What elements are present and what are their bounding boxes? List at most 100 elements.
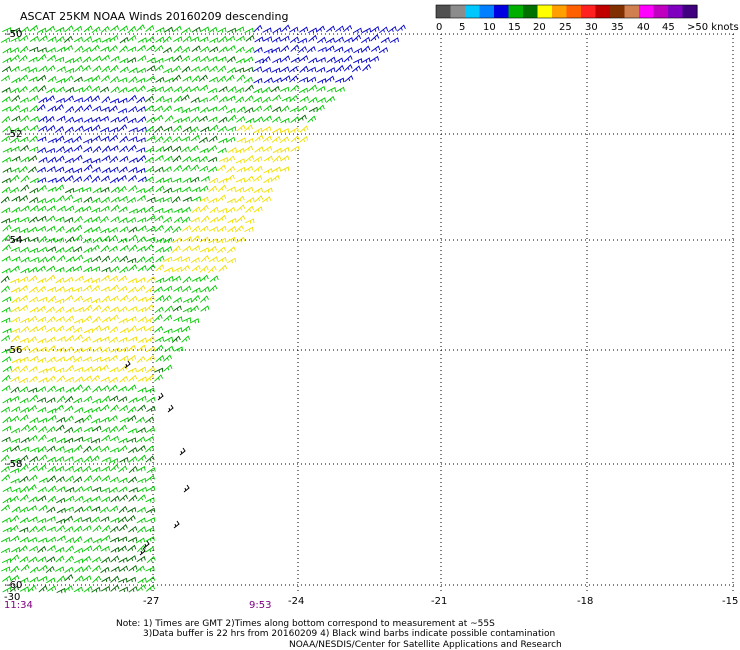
wind-barb bbox=[263, 168, 273, 174]
wind-barb bbox=[10, 226, 21, 233]
wind-barb bbox=[56, 46, 66, 53]
wind-barb bbox=[128, 397, 138, 404]
wind-barb bbox=[172, 305, 182, 312]
wind-barb bbox=[137, 176, 147, 183]
wind-barb bbox=[243, 66, 254, 73]
wind-barb bbox=[19, 337, 29, 343]
wind-barb bbox=[226, 67, 237, 74]
wind-barb bbox=[119, 355, 129, 362]
wind-barb bbox=[37, 357, 47, 363]
wind-barb bbox=[351, 65, 361, 73]
wind-barb bbox=[181, 325, 191, 333]
wind-barb bbox=[218, 104, 228, 112]
wind-barb bbox=[199, 185, 209, 193]
legend-swatch bbox=[479, 5, 495, 18]
wind-barb bbox=[181, 335, 191, 343]
wind-barb bbox=[10, 445, 20, 452]
wind-barb bbox=[171, 335, 181, 343]
wind-barb bbox=[110, 216, 120, 223]
wind-barb bbox=[20, 256, 30, 263]
wind-barb bbox=[90, 44, 100, 52]
wind-barb bbox=[378, 47, 389, 54]
wind-barb bbox=[137, 44, 147, 52]
wind-barb bbox=[136, 427, 146, 433]
speed-legend: 0 5 10 15 20 25 30 35 40 45 >50 knots bbox=[435, 4, 739, 33]
wind-barb bbox=[46, 237, 56, 243]
wind-barb bbox=[118, 477, 128, 483]
lat-labels: -50 -52 -54 -56 -58 -60 bbox=[6, 29, 22, 591]
wind-barb bbox=[92, 486, 102, 492]
wind-barb bbox=[28, 365, 38, 373]
wind-barb bbox=[136, 167, 146, 174]
wind-barb bbox=[155, 355, 165, 363]
wind-barb bbox=[145, 485, 156, 492]
wind-barb bbox=[83, 545, 93, 552]
wind-barb bbox=[163, 86, 174, 93]
wind-barb bbox=[218, 116, 228, 123]
wind-barb bbox=[47, 177, 57, 183]
wind-barb bbox=[145, 35, 155, 43]
wind-barb bbox=[144, 95, 154, 103]
wind-barb bbox=[181, 216, 191, 224]
wind-barb bbox=[288, 66, 298, 73]
wind-barb bbox=[190, 245, 201, 252]
wind-barb bbox=[45, 565, 55, 574]
wind-barb bbox=[200, 305, 210, 312]
wind-barb bbox=[254, 36, 264, 43]
wind-barb bbox=[316, 66, 326, 73]
wind-barb bbox=[1, 306, 11, 313]
wind-barb bbox=[154, 86, 165, 92]
wind-barb bbox=[100, 126, 110, 133]
wind-barb bbox=[83, 257, 93, 263]
wind-barb bbox=[2, 47, 12, 54]
wind-barb bbox=[263, 177, 273, 184]
contaminated-wind-barb bbox=[124, 360, 131, 369]
wind-barb bbox=[100, 54, 110, 62]
wind-barb bbox=[74, 64, 84, 73]
wind-barb bbox=[63, 35, 73, 43]
wind-barb bbox=[137, 387, 147, 393]
wind-barb bbox=[127, 344, 137, 352]
contaminated-wind-barb bbox=[139, 547, 146, 556]
wind-barb bbox=[172, 145, 182, 153]
wind-barb bbox=[308, 96, 318, 104]
wind-barb bbox=[19, 144, 29, 152]
wind-barb bbox=[91, 398, 102, 404]
wind-barb bbox=[207, 166, 218, 173]
wind-barb bbox=[19, 125, 29, 133]
wind-barb bbox=[199, 36, 209, 42]
wind-barb bbox=[137, 37, 147, 43]
wind-barb bbox=[2, 147, 12, 153]
wind-barb bbox=[253, 46, 263, 53]
wind-barb bbox=[64, 286, 74, 293]
wind-barb bbox=[65, 325, 75, 332]
wind-barb bbox=[28, 496, 38, 503]
wind-barb bbox=[101, 295, 111, 303]
wind-barb bbox=[91, 226, 101, 233]
wind-barb bbox=[217, 207, 228, 214]
wind-barb bbox=[91, 565, 101, 572]
wind-barb bbox=[173, 316, 183, 322]
legend-label-30: 30 bbox=[585, 22, 598, 33]
wind-barb bbox=[101, 434, 111, 442]
wind-barb bbox=[189, 318, 200, 324]
wind-barb bbox=[154, 325, 164, 333]
wind-barb bbox=[19, 414, 29, 422]
wind-barb bbox=[154, 125, 164, 133]
wind-barb bbox=[36, 305, 46, 313]
wind-barb bbox=[298, 105, 308, 112]
wind-barb bbox=[11, 296, 21, 304]
wind-barb bbox=[92, 304, 102, 312]
wind-barb bbox=[37, 486, 47, 493]
wind-barb bbox=[37, 316, 47, 323]
wind-barb bbox=[118, 396, 128, 403]
wind-barb bbox=[200, 215, 210, 223]
wind-barb bbox=[272, 127, 282, 134]
wind-barb bbox=[109, 166, 119, 173]
wind-barb bbox=[64, 525, 74, 533]
wind-barb bbox=[128, 76, 138, 84]
wind-barb bbox=[100, 106, 110, 112]
wind-barb bbox=[128, 446, 138, 454]
wind-barb bbox=[290, 84, 300, 92]
wind-barb bbox=[92, 385, 102, 393]
